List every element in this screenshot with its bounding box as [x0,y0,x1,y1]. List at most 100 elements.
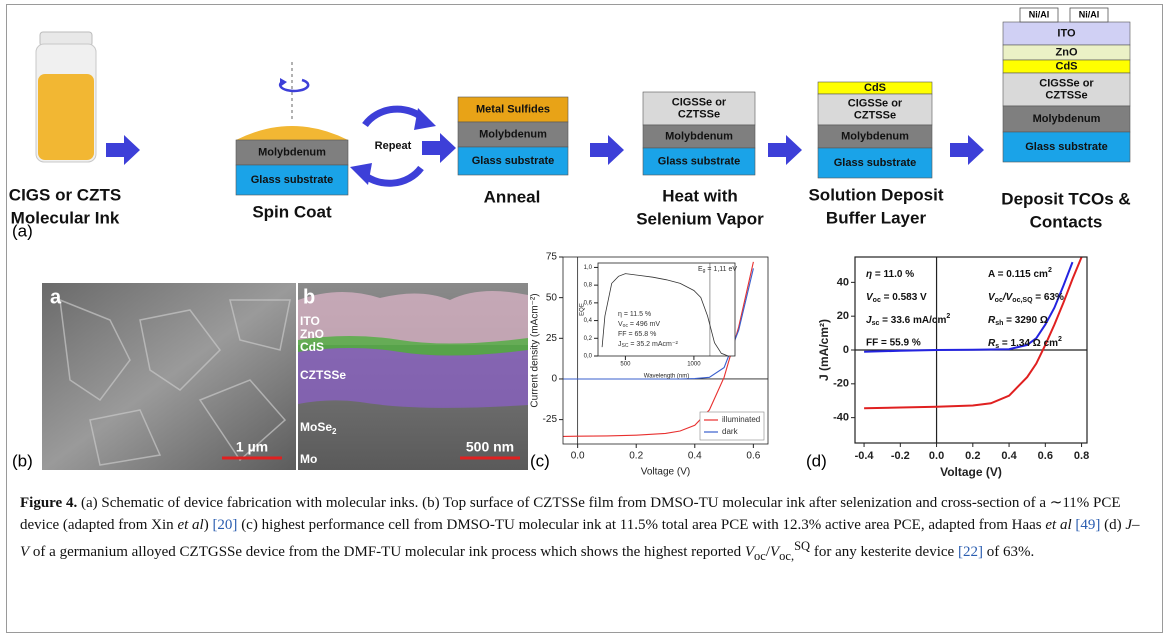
annotation-part: = 33.6 mA/cm [879,315,946,326]
y-tick-label: 40 [837,276,849,288]
annotation: η = 11.5 % [618,311,651,318]
step-caption: Deposit TCOs & [1001,189,1130,208]
layer-label: Glass substrate [658,155,741,167]
step-caption: CIGS or CZTS [9,185,121,204]
layer-label: CdS [1056,60,1078,72]
layer-label: CIGSSe or [848,97,903,109]
annotation: A = 0.115 cm2 [988,267,1052,280]
annotation-part: = 3290 Ω [1003,315,1047,326]
step-caption: Molecular Ink [11,208,120,227]
spin-arrow-head [280,78,287,87]
legend-label: dark [722,427,739,436]
y-tick-label: 25 [546,333,558,344]
layer-label: Glass substrate [834,157,917,169]
layer-label: Mo [300,452,317,466]
annotation-part: = 0.583 V [881,292,927,303]
x-tick-label: 0.8 [1074,450,1089,462]
y-axis-label: EQE [580,303,586,316]
step-caption: Buffer Layer [826,208,927,227]
y-tick-label: 20 [837,310,849,322]
step-caption: Selenium Vapor [636,209,764,228]
caption-part: SQ [794,539,810,553]
annotation-part: = 496 mV [628,321,660,328]
annotation-part: oc [995,297,1003,304]
contact-label: Ni/Al [1079,9,1100,19]
x-tick-label: 0.0 [929,450,944,462]
x-tick-label: 500 [620,362,631,368]
annotation: FF = 65.8 % [618,331,656,338]
y-tick-label: -40 [833,412,849,424]
figure-caption: Figure 4. (a) Schematic of device fabric… [20,493,1148,568]
layer-label: ITO [1057,27,1076,39]
layer-label: CZTSSe [1045,89,1087,101]
caption-part: for any kesterite device [810,544,958,560]
caption-part: oc [754,549,766,563]
citation[interactable]: [20] [212,517,237,533]
y-tick-label: 50 [546,292,558,303]
annotation-part: FF [618,331,627,338]
x-tick-label: 0.2 [965,450,980,462]
annotation: Rs = 1.34 Ω cm2 [988,336,1062,350]
repeat-label: Repeat [375,140,412,152]
layer-label: CZTSSe [854,109,896,121]
caption-part: et al [1045,517,1071,533]
layer-label: ZnO [1056,46,1078,58]
annotation-part: oc [873,297,881,304]
series-line [864,257,1082,408]
layer-label: 2 [332,427,337,436]
layer-label: CIGSSe or [1039,77,1094,89]
caption-part: oc, [779,549,794,563]
annotation-part: = 65.8 % [627,331,657,338]
x-tick-label: -0.4 [855,450,875,462]
annotation-part: = 1,11 eV [705,266,737,273]
annotation-part: sc [872,320,880,327]
layer-label: Metal Sulfides [476,103,550,115]
annotation-part: = 11.0 % [872,269,914,280]
annotation-part: = 11.5 % [622,311,651,318]
image-label: a [50,286,62,308]
figure: Repeat (a) a b 1 µm 500 nm ITO ZnO CdS C… [0,0,1171,490]
panel-label: (b) [12,451,33,470]
y-tick-label: -25 [543,414,558,425]
step-caption: Solution Deposit [808,185,943,204]
y-tick-label: 0 [551,374,557,385]
vial [36,32,96,162]
y-tick-label: -20 [833,378,849,390]
panel-label: (d) [806,451,827,470]
layer-label: Glass substrate [472,155,555,167]
annotation: η = 11.0 % [866,269,914,280]
layer-label: CdS [300,340,324,354]
x-tick-label: 0.4 [688,451,702,462]
annotation-part: A = 0.115 cm [988,269,1048,280]
annotation: FF = 55.9 % [866,338,921,349]
step-caption: Anneal [484,187,541,206]
ink-dome [236,126,348,140]
citation[interactable]: [22] [958,544,983,560]
layer-label: ZnO [300,327,324,341]
y-axis-label: Current density (mAcm⁻²) [530,293,541,407]
y-tick-label: 0,2 [584,336,593,342]
annotation-part: sh [995,320,1003,327]
annotation: Voc/Voc,SQ = 63% [988,292,1064,304]
layer-label: CdS [864,82,886,94]
layer-label: Molybdenum [1033,113,1101,125]
caption-part: (d) [1100,517,1125,533]
caption-part: of a germanium alloyed CZTGSSe device fr… [29,544,745,560]
layer-label: MoSe [300,420,332,434]
x-tick-label: 1000 [687,362,701,368]
layer-label: MoSe2 [300,420,337,436]
x-tick-label: 0.4 [1001,450,1017,462]
y-tick-label: 0,0 [584,354,593,360]
annotation-part: = 63% [1033,292,1065,303]
layer-label: Molybdenum [841,130,909,142]
annotation: Rsh = 3290 Ω [988,315,1048,327]
layer-label: Molybdenum [258,146,326,158]
y-tick-label: 0,8 [584,283,593,289]
x-tick-label: 0.6 [746,451,760,462]
layer-label: Glass substrate [1025,141,1108,153]
step-caption: Spin Coat [252,202,332,221]
citation[interactable]: [49] [1075,517,1100,533]
annotation: Voc = 0.583 V [866,292,927,304]
annotation-part: = 35.2 mAcm⁻² [628,341,678,348]
x-tick-label: 0.0 [571,451,585,462]
